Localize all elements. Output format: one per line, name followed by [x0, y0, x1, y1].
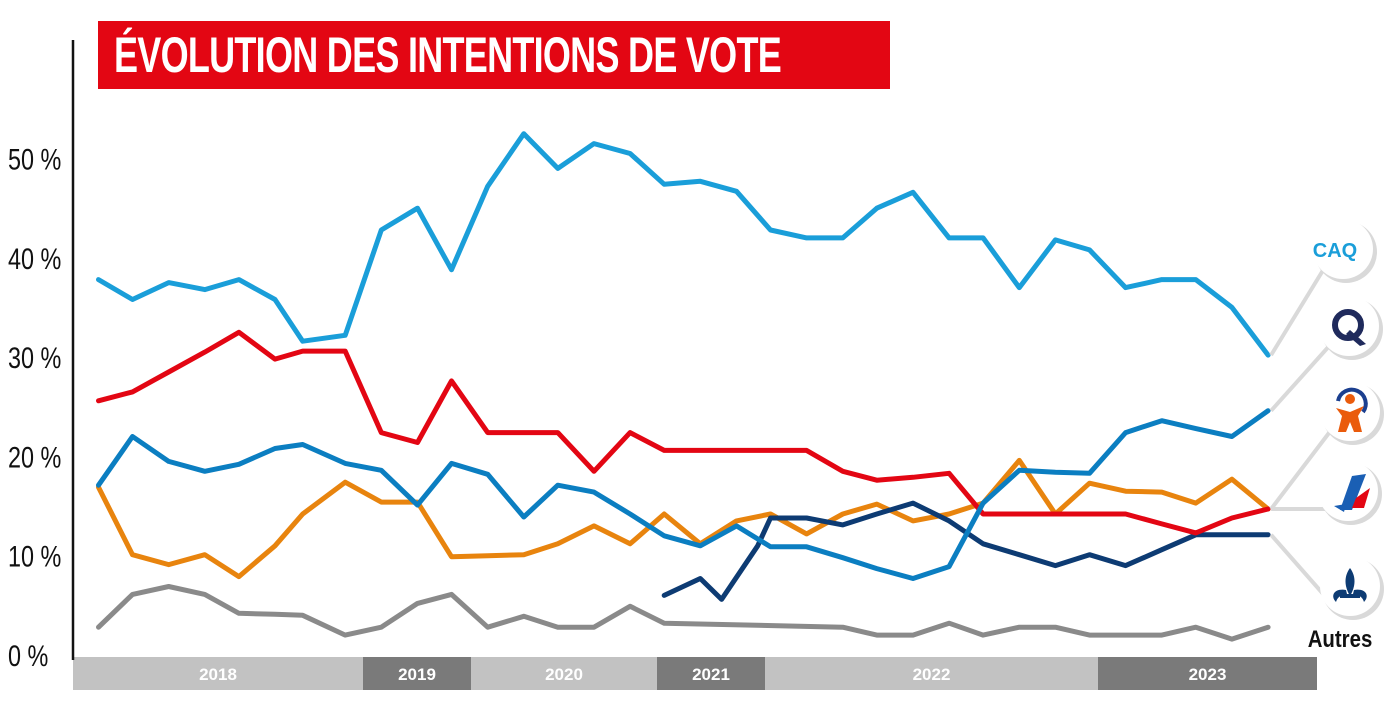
- logo-bubble: [1319, 296, 1379, 356]
- year-band-segment: [657, 657, 765, 690]
- year-band-segment: [73, 657, 363, 690]
- party-logos: CAQ Q Autres: [1308, 219, 1384, 652]
- series-line-qs: [96, 329, 1271, 536]
- y-tick-label: 10 %: [8, 540, 61, 573]
- q-logo-icon: Q: [1332, 309, 1366, 346]
- fleur-de-lis-logo-icon: [1333, 568, 1367, 602]
- logo-bubble: [1313, 219, 1373, 279]
- y-tick-label: 30 %: [8, 341, 61, 374]
- series-line-plq: [96, 408, 1271, 581]
- chart-title: ÉVOLUTION DES INTENTIONS DE VOTE: [114, 27, 782, 83]
- y-tick-label: 40 %: [8, 242, 61, 275]
- pq-logo-icon: [1334, 474, 1370, 512]
- logo-connector: [1269, 427, 1334, 511]
- y-tick-label: 50 %: [8, 143, 61, 176]
- year-axis-band: 2018 2019 2020 2021 2022 2023: [73, 657, 1317, 690]
- caq-logo-text: CAQ: [1313, 240, 1357, 262]
- logo-connector: [1269, 342, 1333, 413]
- series-line-caq: [96, 131, 1271, 358]
- autres-label: Autres: [1308, 625, 1373, 652]
- series-line-autres: [96, 584, 1271, 642]
- logo-connectors: [1269, 265, 1334, 606]
- y-axis-ticks: 0 % 10 % 20 % 30 % 40 % 50 %: [8, 143, 61, 673]
- series-line-pcq: [661, 500, 1271, 602]
- year-label: 2021: [692, 665, 730, 684]
- year-band-segment: [363, 657, 471, 690]
- y-tick-label: 0 %: [8, 639, 48, 672]
- figure-logo-icon: [1336, 387, 1368, 432]
- series-lines: [96, 131, 1271, 642]
- logo-connector: [1269, 265, 1327, 357]
- y-tick-label: 20 %: [8, 441, 61, 474]
- year-band-segment: [1098, 657, 1317, 690]
- q-logo-text: Q: [1349, 330, 1350, 332]
- year-band-segment: [765, 657, 1098, 690]
- year-band-segment: [471, 657, 657, 690]
- year-label: 2022: [913, 665, 951, 684]
- series-line-pq: [96, 457, 1271, 580]
- year-label: 2019: [398, 665, 436, 684]
- year-label: 2023: [1189, 665, 1227, 684]
- year-label: 2018: [199, 665, 237, 684]
- caq-logo-icon: CAQ: [1313, 240, 1357, 262]
- year-label: 2020: [545, 665, 583, 684]
- chart-title-box: ÉVOLUTION DES INTENTIONS DE VOTE: [98, 21, 890, 89]
